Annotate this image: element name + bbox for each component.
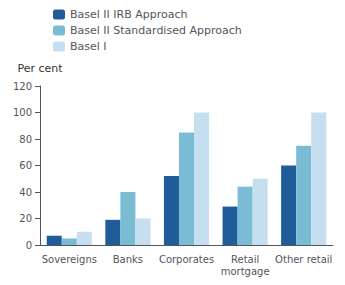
svg-text:20: 20 bbox=[19, 213, 32, 224]
svg-text:80: 80 bbox=[19, 134, 32, 145]
svg-text:Sovereigns: Sovereigns bbox=[42, 254, 97, 265]
svg-text:120: 120 bbox=[13, 81, 32, 92]
svg-text:100: 100 bbox=[13, 107, 32, 118]
svg-text:Corporates: Corporates bbox=[159, 254, 214, 265]
svg-text:Retail: Retail bbox=[231, 254, 259, 265]
svg-text:0: 0 bbox=[26, 240, 32, 251]
svg-text:Banks: Banks bbox=[113, 254, 143, 265]
svg-text:Other retail: Other retail bbox=[275, 254, 332, 265]
svg-text:Basel I: Basel I bbox=[70, 40, 107, 53]
svg-text:Basel II IRB Approach: Basel II IRB Approach bbox=[70, 8, 188, 21]
svg-text:40: 40 bbox=[19, 187, 32, 198]
svg-text:mortgage: mortgage bbox=[221, 266, 270, 277]
svg-text:Per cent: Per cent bbox=[17, 62, 63, 75]
svg-text:60: 60 bbox=[19, 160, 32, 171]
svg-text:Basel II Standardised Approach: Basel II Standardised Approach bbox=[70, 24, 242, 37]
